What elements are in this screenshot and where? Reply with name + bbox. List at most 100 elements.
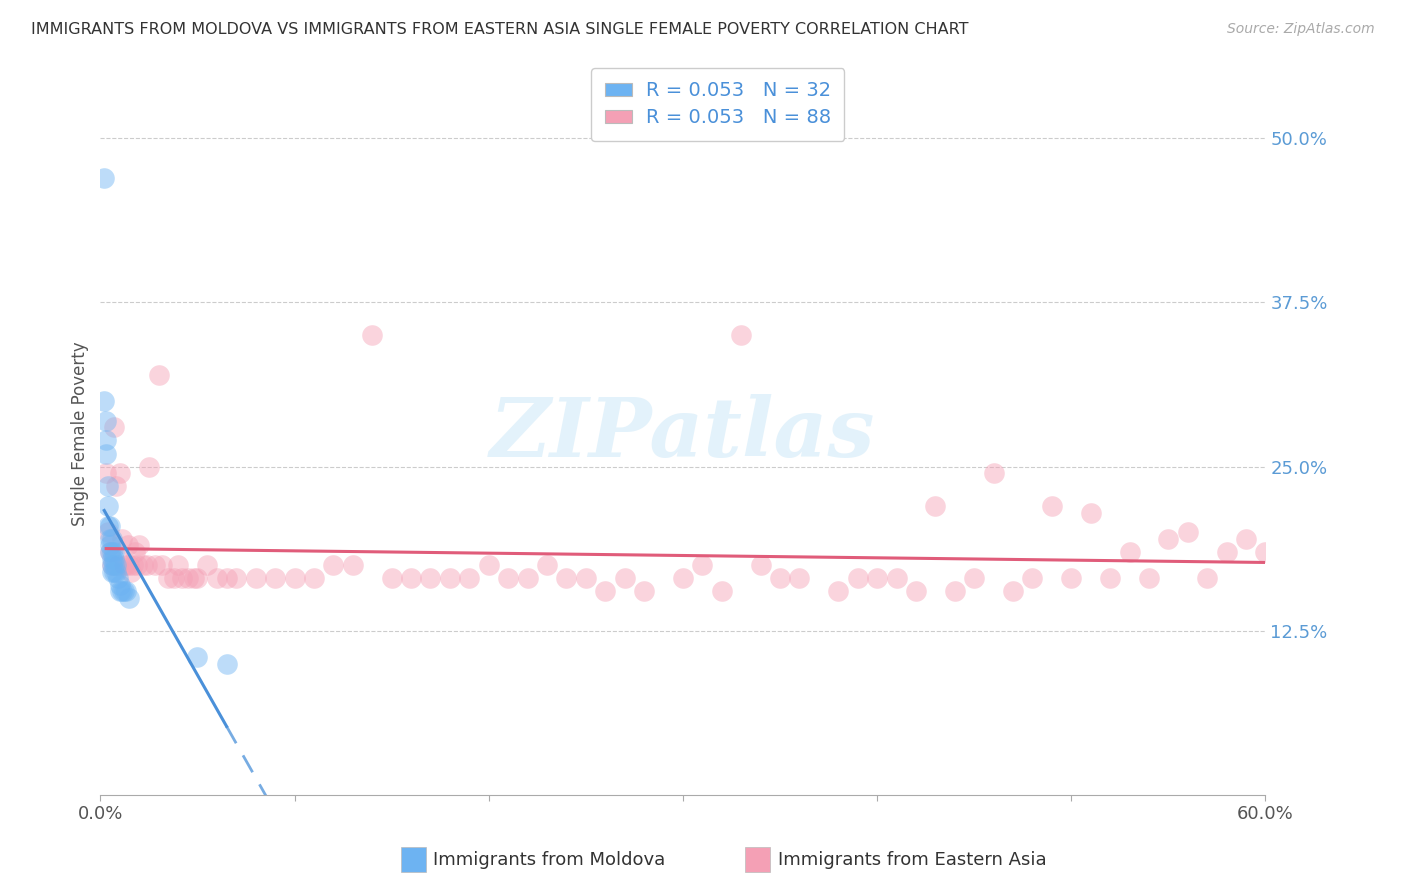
Point <box>1197 571 1219 585</box>
Point <box>1040 499 1063 513</box>
Point <box>120 565 142 579</box>
Point <box>152 558 174 573</box>
Point <box>886 571 908 585</box>
Point <box>104 565 127 579</box>
Point <box>846 571 869 585</box>
Text: ZIPatlas: ZIPatlas <box>491 393 876 474</box>
Point <box>96 414 118 428</box>
Point <box>143 558 166 573</box>
Point <box>101 551 124 566</box>
Point <box>170 571 193 585</box>
Point <box>93 170 115 185</box>
Point <box>97 499 120 513</box>
Point <box>136 558 159 573</box>
Point <box>195 558 218 573</box>
Text: Source: ZipAtlas.com: Source: ZipAtlas.com <box>1227 22 1375 37</box>
Point <box>963 571 986 585</box>
Point <box>613 571 636 585</box>
Point <box>1157 532 1180 546</box>
Point <box>1060 571 1083 585</box>
Point <box>103 551 125 566</box>
Point <box>101 532 124 546</box>
Point <box>672 571 695 585</box>
Point <box>114 584 136 599</box>
Point <box>122 558 145 573</box>
Point <box>381 571 404 585</box>
Point <box>439 571 461 585</box>
Point <box>111 532 134 546</box>
Point <box>419 571 441 585</box>
Point <box>458 571 481 585</box>
Point <box>93 394 115 409</box>
Point <box>575 571 598 585</box>
Point <box>148 368 170 382</box>
Point <box>904 584 927 599</box>
Point <box>127 558 149 573</box>
Point <box>103 565 125 579</box>
Text: Immigrants from Eastern Asia: Immigrants from Eastern Asia <box>778 851 1046 869</box>
Point <box>1002 584 1025 599</box>
Point <box>1234 532 1257 546</box>
Point <box>108 467 131 481</box>
Point <box>177 571 200 585</box>
Text: Immigrants from Moldova: Immigrants from Moldova <box>433 851 665 869</box>
Point <box>98 532 121 546</box>
Point <box>692 558 714 573</box>
Point <box>496 571 519 585</box>
Point <box>302 571 325 585</box>
Point <box>866 571 889 585</box>
Text: IMMIGRANTS FROM MOLDOVA VS IMMIGRANTS FROM EASTERN ASIA SINGLE FEMALE POVERTY CO: IMMIGRANTS FROM MOLDOVA VS IMMIGRANTS FR… <box>31 22 969 37</box>
Point <box>101 565 124 579</box>
Point <box>186 650 208 665</box>
Point <box>118 558 141 573</box>
Point <box>215 571 238 585</box>
Point <box>96 446 118 460</box>
Point <box>103 545 125 559</box>
Point <box>283 571 305 585</box>
Point <box>215 657 238 671</box>
Point <box>117 539 139 553</box>
Point <box>124 545 146 559</box>
Point <box>112 584 135 599</box>
Point <box>98 545 121 559</box>
Point <box>183 571 205 585</box>
Point <box>1274 571 1296 585</box>
Point <box>399 571 422 585</box>
Point <box>101 558 124 573</box>
Point <box>1215 545 1237 559</box>
Point <box>264 571 287 585</box>
Point <box>1177 525 1199 540</box>
Point <box>98 518 121 533</box>
Point <box>769 571 792 585</box>
Point <box>225 571 247 585</box>
Point <box>157 571 180 585</box>
Point <box>138 459 160 474</box>
Point <box>186 571 208 585</box>
Point <box>710 584 733 599</box>
Point <box>101 558 124 573</box>
Point <box>128 539 150 553</box>
Point <box>104 479 127 493</box>
Point <box>1294 545 1316 559</box>
Point <box>1118 545 1140 559</box>
Point <box>593 584 616 599</box>
Point <box>108 578 131 592</box>
Point <box>789 571 811 585</box>
Point <box>361 328 384 343</box>
Point <box>107 558 129 573</box>
Point <box>101 545 124 559</box>
Point <box>245 571 267 585</box>
Point <box>97 525 120 540</box>
Point <box>536 558 558 573</box>
Legend: R = 0.053   N = 32, R = 0.053   N = 88: R = 0.053 N = 32, R = 0.053 N = 88 <box>592 68 845 141</box>
Point <box>1080 506 1102 520</box>
Point <box>205 571 228 585</box>
Point <box>516 571 538 585</box>
Point <box>322 558 344 573</box>
Point <box>132 558 155 573</box>
Point <box>478 558 501 573</box>
Point <box>96 434 118 448</box>
Point <box>555 571 578 585</box>
Point <box>1099 571 1122 585</box>
Point <box>1021 571 1043 585</box>
